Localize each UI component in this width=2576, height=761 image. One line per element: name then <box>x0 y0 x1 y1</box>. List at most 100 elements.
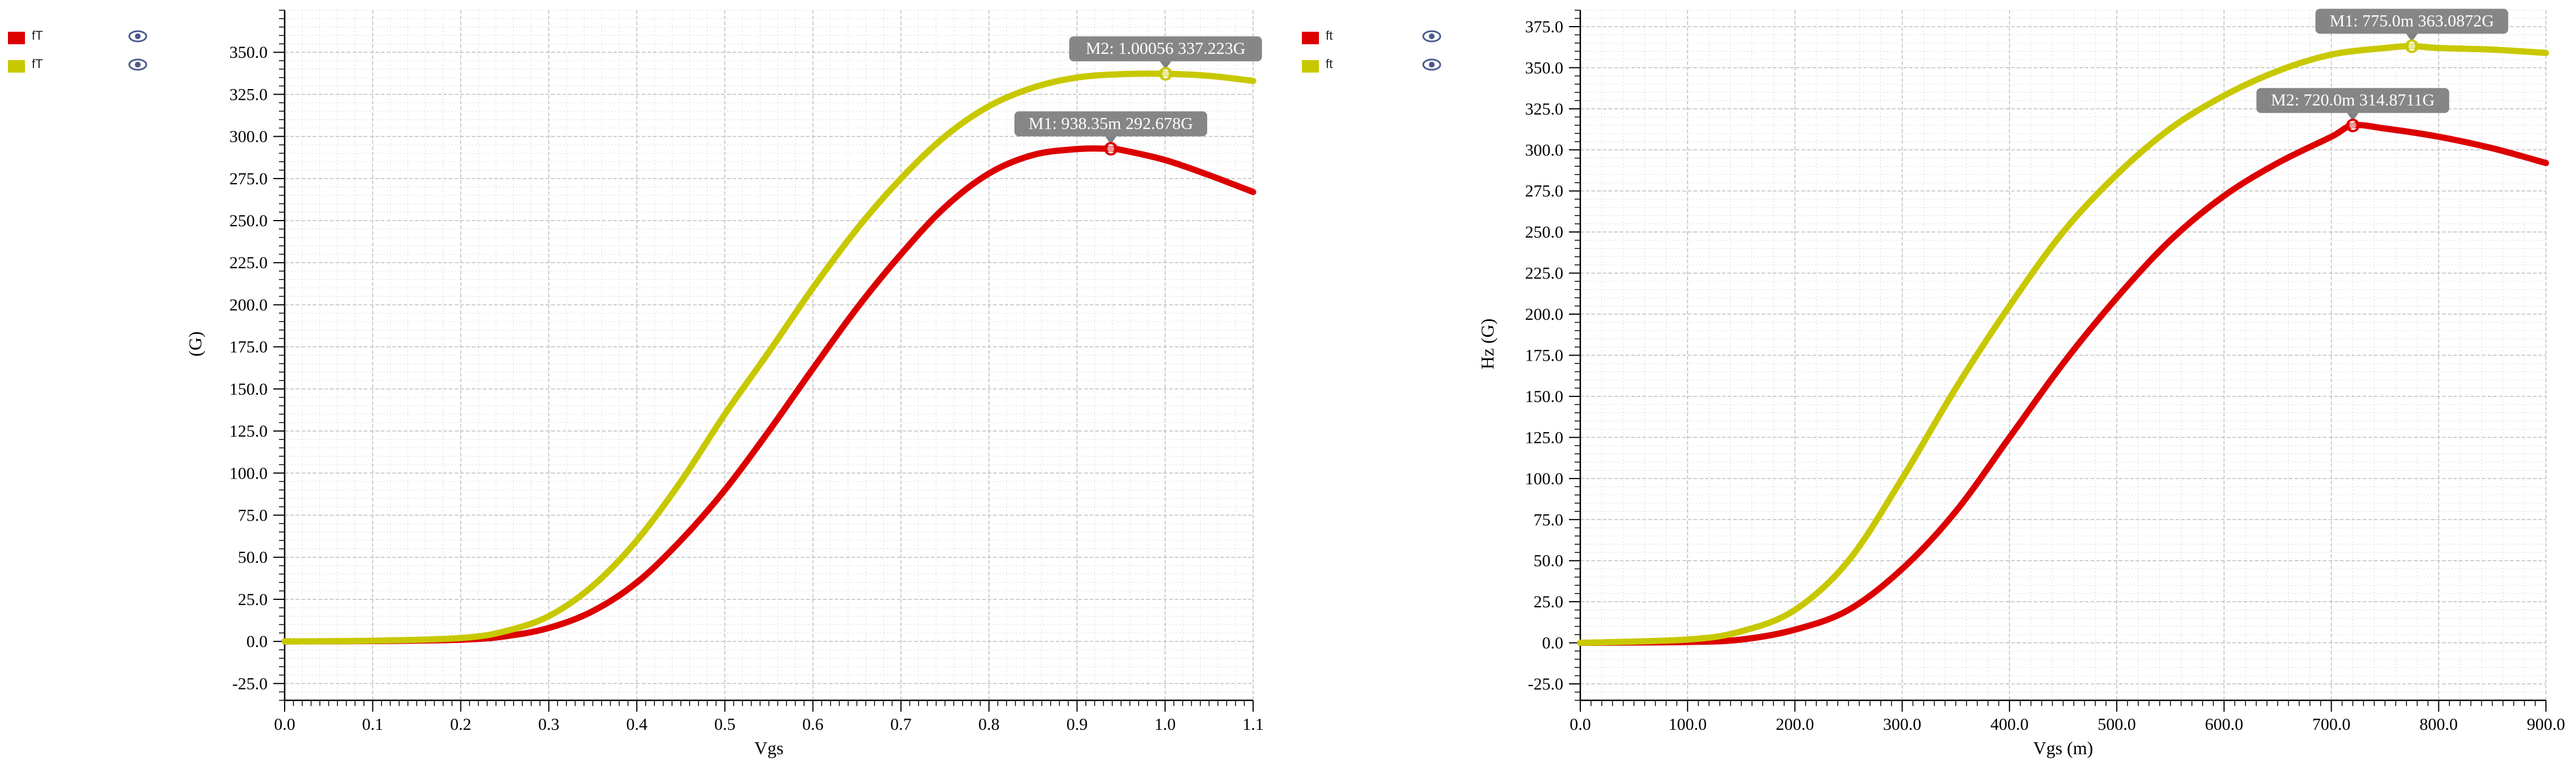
x-tick-label: 0.0 <box>1570 715 1591 734</box>
plot-area-left[interactable]: 0.0 0.1 0.2 0.3 0.4 0.5 0.6 0.7 0.8 0.9 1.0 1.1 -25.… <box>0 0 1287 761</box>
marker-callout-pointer <box>2347 113 2359 121</box>
legend-item[interactable]: ft <box>1294 51 1453 79</box>
y-tick-label: 150.0 <box>230 380 268 399</box>
marker-callout-box <box>2256 88 2450 113</box>
y-tick-label: 100.0 <box>1525 470 1564 488</box>
axes: 0.0 0.1 0.2 0.3 0.4 0.5 0.6 0.7 0.8 0.9 1.0 1.1 -25.… <box>230 10 1264 734</box>
y-tick-label: 300.0 <box>230 128 268 146</box>
marker-label: M1: 938.35m 292.678G <box>1029 114 1193 133</box>
marker-point <box>1104 142 1118 156</box>
x-tick-label: 0.5 <box>714 715 736 734</box>
markers: M1: 938.35m 292.678G M2: 1.00056 337.223G <box>1014 36 1262 156</box>
legend-label: fT <box>32 28 43 43</box>
y-tick-label: 225.0 <box>1525 264 1564 283</box>
y-tick-label: 175.0 <box>1525 346 1564 365</box>
x-tick-label: 300.0 <box>1883 715 1922 734</box>
x-tick-label: 0.0 <box>274 715 295 734</box>
y-tick-label: 50.0 <box>238 548 268 567</box>
x-tick-label: 0.2 <box>450 715 472 734</box>
eye-icon[interactable] <box>1422 28 1442 45</box>
series-line-yellow <box>281 70 1257 645</box>
x-tick-label: 400.0 <box>1990 715 2029 734</box>
y-tick-label: 300.0 <box>1525 141 1564 159</box>
y-tick-label: 0.0 <box>247 632 268 651</box>
y-tick-label: 75.0 <box>1534 510 1564 529</box>
markers: M1: 775.0m 363.0872G M2: 720.0m 314.8711G <box>2256 9 2509 133</box>
marker-callout-box <box>2315 9 2509 34</box>
marker-callout-pointer <box>2406 33 2418 42</box>
y-tick-label: 25.0 <box>238 590 268 609</box>
marker-point-center <box>2349 122 2357 129</box>
legend-swatch <box>1302 32 1319 44</box>
legend-label: ft <box>1326 57 1333 71</box>
legend-label: ft <box>1326 28 1333 43</box>
marker-callout-box <box>1069 36 1262 62</box>
x-tick-label: 0.1 <box>362 715 384 734</box>
marker-point <box>2346 119 2360 133</box>
y-tick-label: 375.0 <box>1525 18 1564 36</box>
y-tick-label: 275.0 <box>1525 182 1564 201</box>
legend-right: ft ft <box>1294 23 1453 79</box>
legend-item[interactable]: fT <box>0 51 159 79</box>
marker-point-center <box>2408 43 2416 50</box>
marker-label: M2: 1.00056 337.223G <box>1086 39 1246 58</box>
marker-point-center <box>1107 145 1115 153</box>
y-axis-label: Hz (G) <box>1477 319 1498 370</box>
legend-left: fT fT <box>0 23 159 79</box>
y-tick-label: 225.0 <box>230 253 268 272</box>
y-tick-label: 125.0 <box>230 422 268 441</box>
y-tick-label: 75.0 <box>238 506 268 525</box>
y-tick-label: 50.0 <box>1534 552 1564 570</box>
marker-callout-box <box>1014 111 1208 137</box>
marker-point <box>2405 39 2419 53</box>
series-group <box>1577 43 2549 646</box>
legend-item[interactable]: ft <box>1294 23 1453 51</box>
x-tick-label: 0.6 <box>802 715 824 734</box>
y-tick-label: 100.0 <box>230 464 268 483</box>
eye-icon[interactable] <box>128 56 148 73</box>
plot-area-right[interactable]: 0.0 100.0 200.0 300.0 400.0 500.0 600.0 700.0 80… <box>1294 0 2576 761</box>
legend-swatch <box>8 60 25 73</box>
y-axis-label: (G) <box>185 331 205 356</box>
x-tick-label: 1.0 <box>1154 715 1176 734</box>
series-line-yellow <box>1577 43 2549 646</box>
legend-label: fT <box>32 57 43 71</box>
x-tick-label: 800.0 <box>2420 715 2458 734</box>
y-tick-label: 325.0 <box>1525 100 1564 119</box>
y-tick-label: 200.0 <box>1525 305 1564 324</box>
x-tick-label: 0.7 <box>890 715 912 734</box>
series-group <box>281 70 1257 645</box>
y-tick-label: 175.0 <box>230 338 268 357</box>
legend-swatch <box>8 32 25 44</box>
y-tick-label: 0.0 <box>1542 634 1564 653</box>
marker-callout-pointer <box>1160 61 1171 70</box>
series-line-red <box>1577 122 2549 646</box>
y-tick-label: -25.0 <box>1528 675 1564 694</box>
x-tick-label: 0.3 <box>538 715 560 734</box>
x-tick-label: 500.0 <box>2097 715 2136 734</box>
marker-label: M1: 775.0m 363.0872G <box>2329 11 2494 30</box>
x-tick-label: 0.8 <box>978 715 1000 734</box>
y-tick-label: 150.0 <box>1525 387 1564 406</box>
y-tick-label: 350.0 <box>1525 58 1564 77</box>
x-tick-label: 200.0 <box>1776 715 1814 734</box>
y-tick-label: 275.0 <box>230 170 268 188</box>
y-tick-label: 250.0 <box>1525 223 1564 242</box>
y-tick-label: 250.0 <box>230 212 268 230</box>
x-tick-label: 900.0 <box>2527 715 2565 734</box>
y-tick-label: -25.0 <box>232 674 268 693</box>
marker-callout-pointer <box>1105 136 1117 145</box>
y-tick-label: 350.0 <box>230 43 268 62</box>
y-tick-label: 200.0 <box>230 295 268 314</box>
legend-item[interactable]: fT <box>0 23 159 51</box>
chart-panel-left: fT fT 0.0 0.1 0.2 0.3 0.4 0.5 0.6 0.7 0.8 0.9 1.0 1… <box>0 0 1287 761</box>
y-tick-label: 25.0 <box>1534 593 1564 611</box>
grid <box>1580 10 2547 701</box>
axes: 0.0 100.0 200.0 300.0 400.0 500.0 600.0 700.0 80… <box>1525 10 2565 734</box>
eye-icon[interactable] <box>1422 56 1442 73</box>
x-tick-label: 1.1 <box>1242 715 1264 734</box>
eye-icon[interactable] <box>128 28 148 45</box>
y-tick-label: 125.0 <box>1525 428 1564 447</box>
marker-point-center <box>1162 70 1169 78</box>
series-line-red <box>281 145 1257 645</box>
